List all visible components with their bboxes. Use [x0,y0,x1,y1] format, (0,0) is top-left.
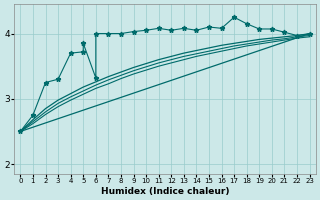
X-axis label: Humidex (Indice chaleur): Humidex (Indice chaleur) [101,187,229,196]
